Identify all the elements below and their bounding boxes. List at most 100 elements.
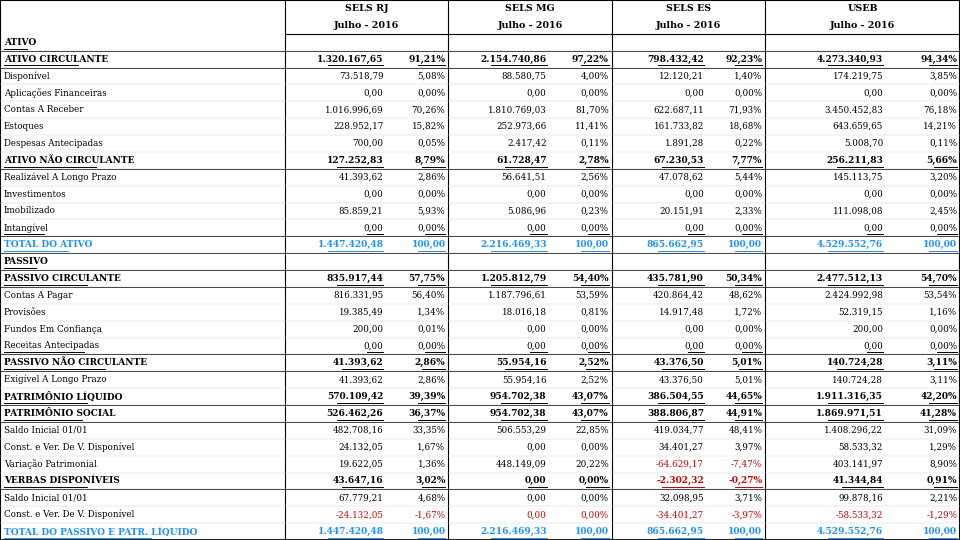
Text: 2.216.469,33: 2.216.469,33 [480, 527, 546, 536]
Text: 0,00: 0,00 [364, 341, 383, 350]
Text: 20.151,91: 20.151,91 [660, 206, 704, 215]
Text: 2,33%: 2,33% [734, 206, 762, 215]
Text: 81,70%: 81,70% [575, 105, 609, 114]
Text: 0,00: 0,00 [527, 443, 546, 451]
Text: 1.205.812,79: 1.205.812,79 [480, 274, 546, 283]
Text: 0,00%: 0,00% [929, 190, 957, 199]
Text: 1,36%: 1,36% [418, 460, 445, 469]
Text: 865.662,95: 865.662,95 [647, 527, 704, 536]
Text: 200,00: 200,00 [852, 325, 883, 334]
Text: 67.230,53: 67.230,53 [654, 156, 704, 165]
Text: 2.154.740,86: 2.154.740,86 [481, 55, 546, 64]
Text: 0,91%: 0,91% [926, 476, 957, 485]
Text: -3,97%: -3,97% [732, 510, 762, 519]
Text: 41,28%: 41,28% [920, 409, 957, 418]
Text: 8,79%: 8,79% [415, 156, 445, 165]
Text: 0,00: 0,00 [527, 341, 546, 350]
Text: 1.016.996,69: 1.016.996,69 [324, 105, 383, 114]
Text: 11,41%: 11,41% [575, 122, 609, 131]
Text: 2.477.512,13: 2.477.512,13 [817, 274, 883, 283]
Text: Julho - 2016: Julho - 2016 [497, 21, 563, 30]
Text: 0,00: 0,00 [863, 341, 883, 350]
Text: 41.393,62: 41.393,62 [333, 359, 383, 367]
Text: 99.878,16: 99.878,16 [838, 494, 883, 502]
Text: Variação Patrimonial: Variação Patrimonial [4, 459, 97, 469]
Text: 526.462,26: 526.462,26 [326, 409, 383, 418]
Text: 53,54%: 53,54% [924, 291, 957, 300]
Text: 0,05%: 0,05% [418, 139, 445, 148]
Text: 1.320.167,65: 1.320.167,65 [317, 55, 383, 64]
Text: SELS RJ: SELS RJ [345, 4, 389, 13]
Text: 0,00: 0,00 [684, 89, 704, 97]
Text: 54,70%: 54,70% [921, 274, 957, 283]
Text: PATRIMÔNIO LÍQUIDO: PATRIMÔNIO LÍQUIDO [4, 392, 122, 402]
Text: 174.219,75: 174.219,75 [832, 71, 883, 80]
Text: 1,72%: 1,72% [734, 308, 762, 316]
Text: 2,52%: 2,52% [581, 375, 609, 384]
Text: 36,37%: 36,37% [408, 409, 445, 418]
Text: 58.533,32: 58.533,32 [839, 443, 883, 451]
Text: Imobilizado: Imobilizado [4, 206, 56, 215]
Text: 1.891,28: 1.891,28 [664, 139, 704, 148]
Text: 145.113,75: 145.113,75 [832, 173, 883, 181]
Text: 100,00: 100,00 [729, 527, 762, 536]
Text: 42,20%: 42,20% [921, 392, 957, 401]
Text: 100,00: 100,00 [924, 527, 957, 536]
Text: SELS ES: SELS ES [665, 4, 711, 13]
Text: 73.518,79: 73.518,79 [339, 71, 383, 80]
Text: 50,34%: 50,34% [726, 274, 762, 283]
Text: 97,22%: 97,22% [572, 55, 609, 64]
Text: 1.408.296,22: 1.408.296,22 [824, 426, 883, 435]
Text: 14.917,48: 14.917,48 [659, 308, 704, 316]
Text: 570.109,42: 570.109,42 [327, 392, 383, 401]
Text: 53,59%: 53,59% [575, 291, 609, 300]
Text: 1.810.769,03: 1.810.769,03 [488, 105, 546, 114]
Text: 0,00: 0,00 [364, 190, 383, 199]
Text: 0,00: 0,00 [527, 89, 546, 97]
Text: Intangível: Intangível [4, 223, 49, 233]
Text: -24.132,05: -24.132,05 [336, 510, 383, 519]
Text: 43,07%: 43,07% [572, 392, 609, 401]
Text: 100,00: 100,00 [575, 240, 609, 249]
Text: Despesas Antecipadas: Despesas Antecipadas [4, 139, 103, 148]
Text: 19.622,05: 19.622,05 [339, 460, 383, 469]
Text: Exigível A Longo Prazo: Exigível A Longo Prazo [4, 375, 107, 384]
Text: 94,34%: 94,34% [920, 55, 957, 64]
Text: Fundos Em Confiança: Fundos Em Confiança [4, 325, 102, 334]
Text: Julho - 2016: Julho - 2016 [334, 21, 399, 30]
Text: 41.393,62: 41.393,62 [339, 173, 383, 181]
Text: 798.432,42: 798.432,42 [647, 55, 704, 64]
Text: 0,00: 0,00 [684, 341, 704, 350]
Text: 0,00%: 0,00% [581, 341, 609, 350]
Text: 2,45%: 2,45% [929, 206, 957, 215]
Text: Provisões: Provisões [4, 308, 46, 316]
Text: 0,00%: 0,00% [929, 224, 957, 232]
Text: 54,40%: 54,40% [572, 274, 609, 283]
Text: 4,00%: 4,00% [581, 71, 609, 80]
Text: VERBAS DISPONÍVEIS: VERBAS DISPONÍVEIS [4, 476, 120, 485]
Text: 256.211,83: 256.211,83 [826, 156, 883, 165]
Text: 61.728,47: 61.728,47 [496, 156, 546, 165]
Text: 403.141,97: 403.141,97 [832, 460, 883, 469]
Text: 5,08%: 5,08% [418, 71, 445, 80]
Text: 0,00%: 0,00% [734, 341, 762, 350]
Text: 0,00%: 0,00% [929, 341, 957, 350]
Text: 1.447.420,48: 1.447.420,48 [318, 527, 383, 536]
Text: Disponível: Disponível [4, 71, 51, 80]
Text: 0,00: 0,00 [863, 190, 883, 199]
Text: -0,27%: -0,27% [728, 476, 762, 485]
Text: 0,00%: 0,00% [581, 224, 609, 232]
Text: 622.687,11: 622.687,11 [653, 105, 704, 114]
Text: 43,07%: 43,07% [572, 409, 609, 418]
Text: 32.098,95: 32.098,95 [660, 494, 704, 502]
Text: PATRIMÔNIO SOCIAL: PATRIMÔNIO SOCIAL [4, 409, 115, 418]
Text: 22,85%: 22,85% [575, 426, 609, 435]
Text: 0,00%: 0,00% [418, 89, 445, 97]
Text: 835.917,44: 835.917,44 [326, 274, 383, 283]
Text: 20,22%: 20,22% [575, 460, 609, 469]
Text: 0,00%: 0,00% [734, 89, 762, 97]
Text: 1,40%: 1,40% [734, 71, 762, 80]
Text: 76,18%: 76,18% [924, 105, 957, 114]
Text: 2,86%: 2,86% [415, 359, 445, 367]
Text: 0,00: 0,00 [525, 476, 546, 485]
